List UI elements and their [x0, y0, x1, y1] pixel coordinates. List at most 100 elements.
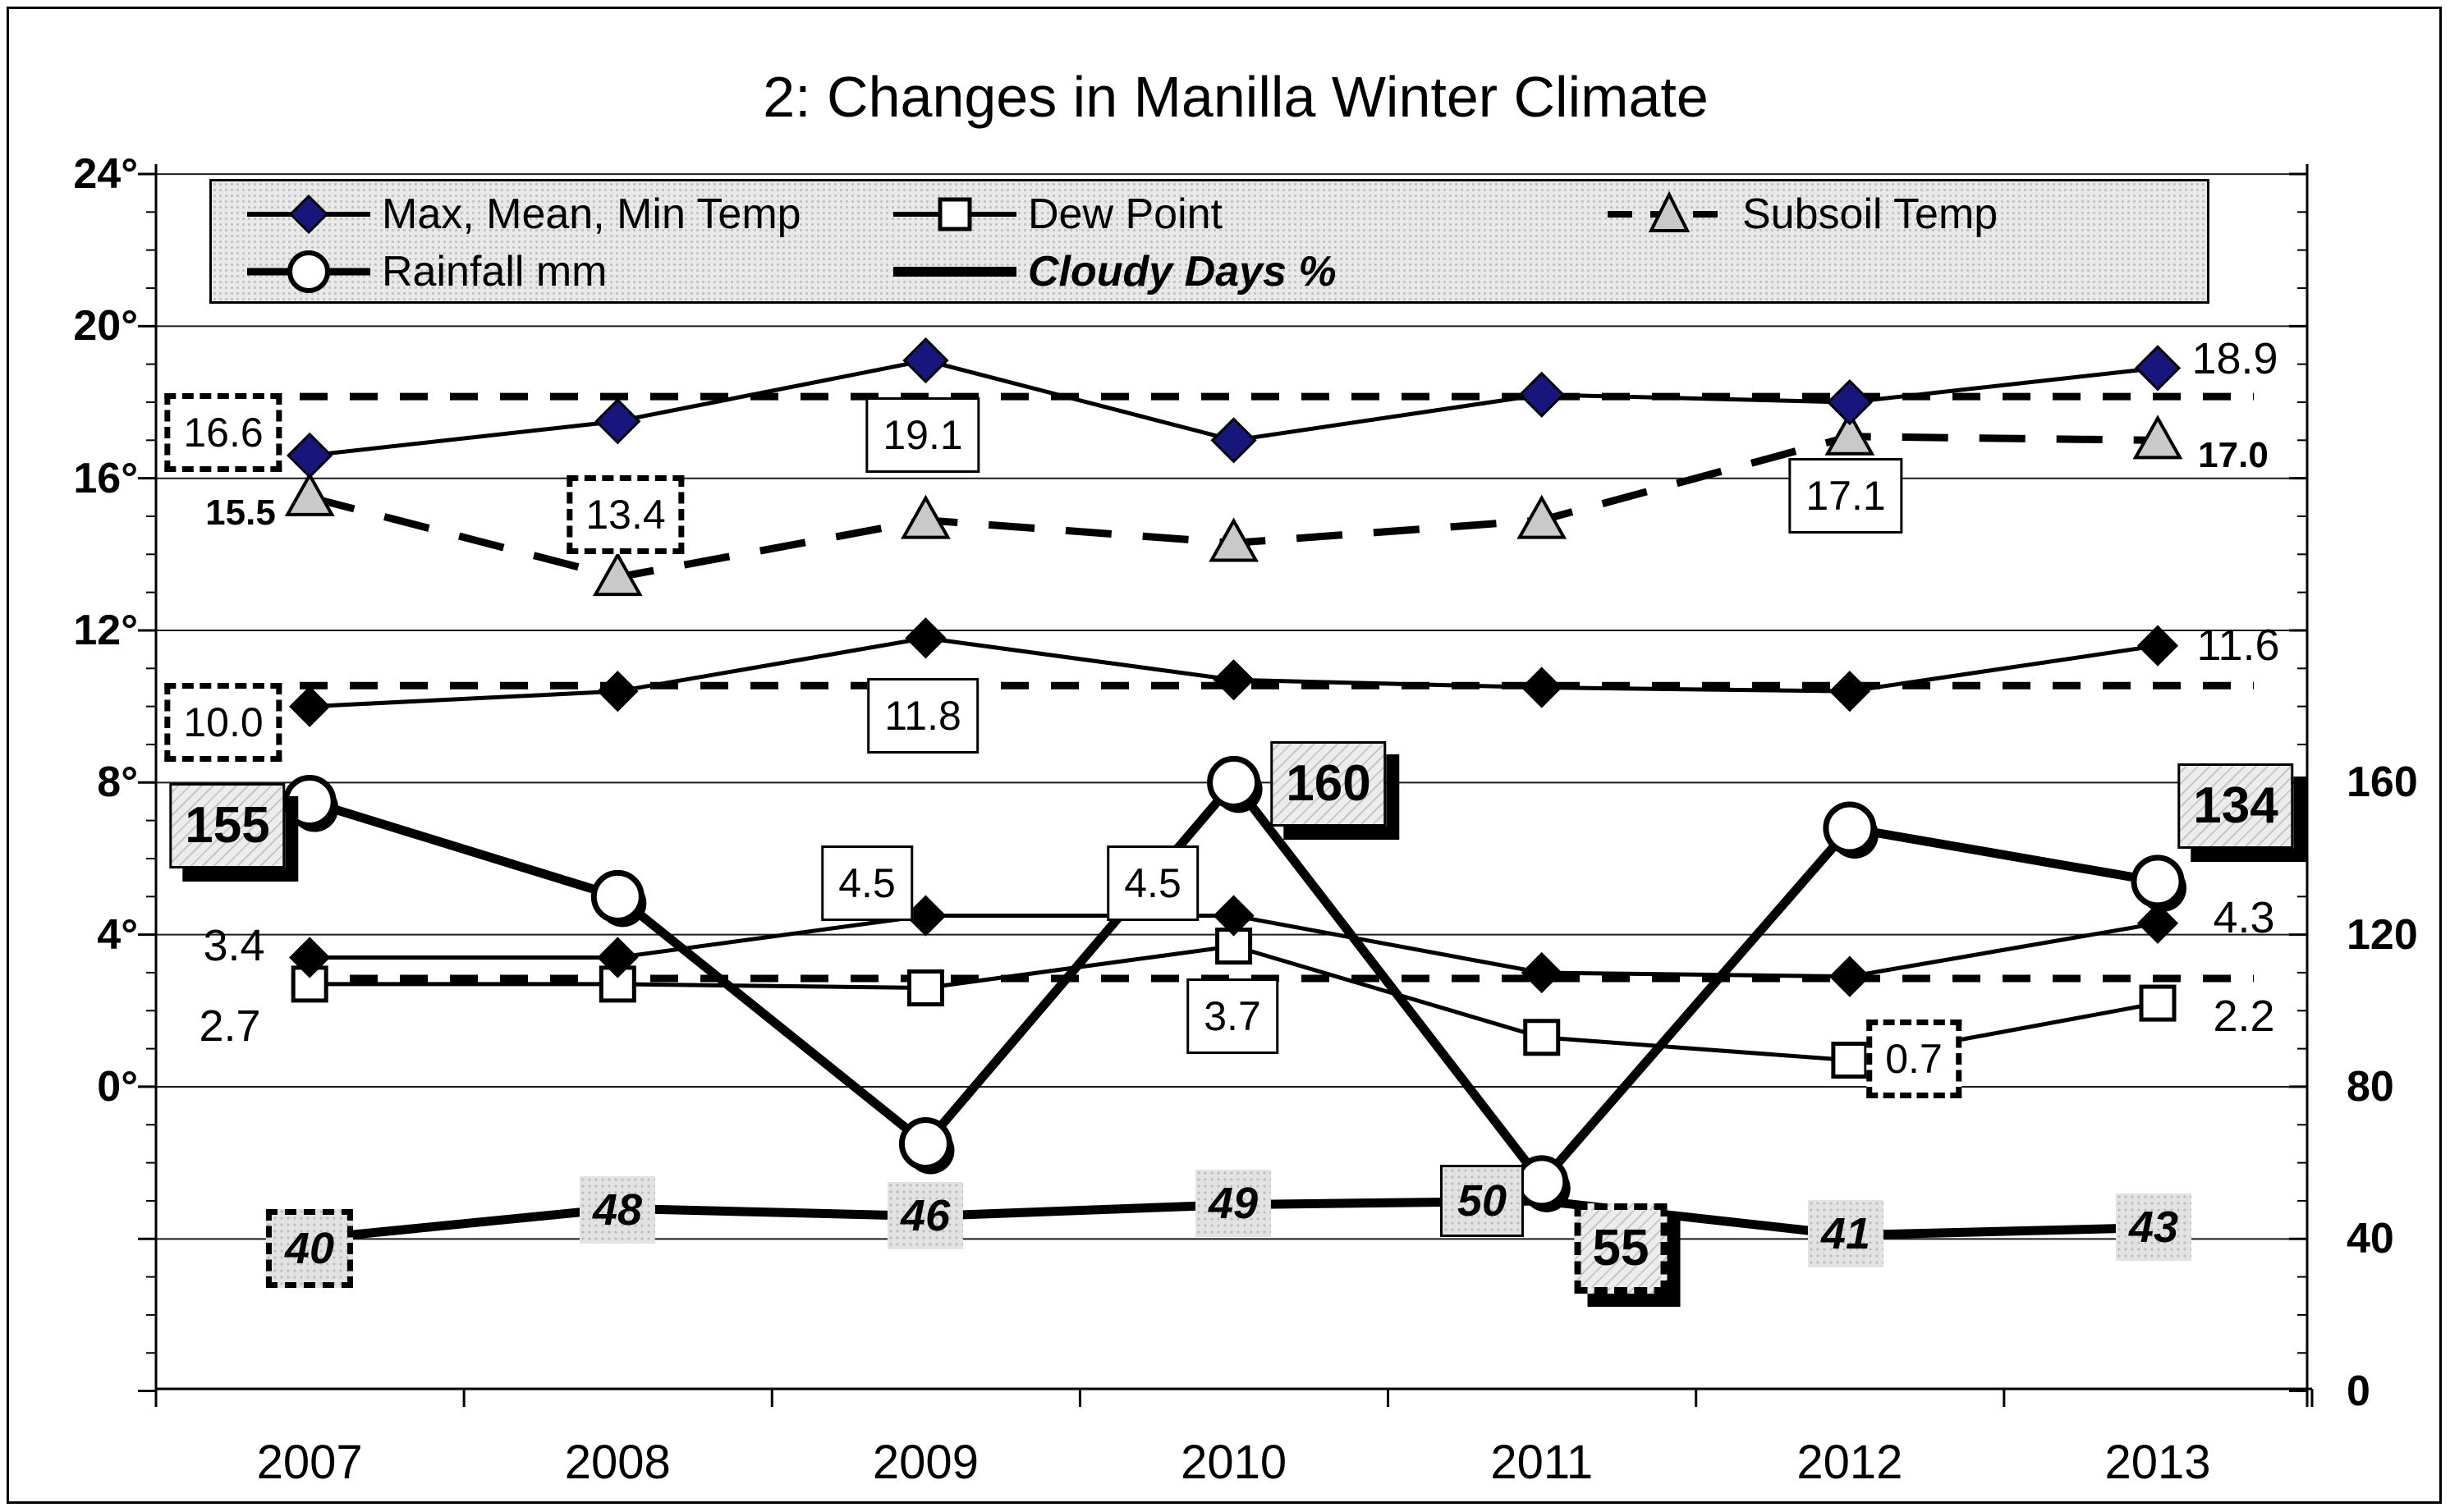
min-temp-marker [289, 937, 331, 978]
right-axis-label: 40 [2347, 1215, 2394, 1263]
point-label-cloudy-days--2007: 40 [265, 1209, 354, 1288]
right-axis-label: 120 [2347, 910, 2418, 959]
rainfall-marker [898, 1116, 952, 1171]
point-label-dew-point-2012: 0.7 [1866, 1019, 1961, 1098]
x-axis-label-2009: 2009 [872, 1436, 979, 1489]
legend-item-label: Dew Point [1028, 190, 1223, 238]
figure-border [7, 7, 2442, 1504]
circle-white-icon [247, 250, 370, 293]
dew-point-marker [1831, 1042, 1869, 1079]
point-label-subsoil-temp-2007: 15.5 [205, 493, 276, 533]
point-label-max-temp-2007: 16.6 [164, 393, 282, 472]
subsoil-marker [901, 494, 951, 539]
rainfall-marker [1515, 1155, 1569, 1209]
max-temp-marker [1210, 417, 1257, 464]
right-axis-label: 0 [2347, 1367, 2370, 1415]
x-axis-label-2010: 2010 [1181, 1436, 1287, 1489]
right-axis-label: 80 [2347, 1063, 2394, 1111]
left-axis-label: 0° [97, 1063, 138, 1111]
legend-item-cloudy-days-: Cloudy Days % [893, 245, 1337, 298]
max-temp-marker [594, 398, 641, 445]
min-temp-marker [905, 895, 947, 937]
point-label-cloudy-days--2010: 49 [1195, 1170, 1272, 1237]
legend-item-rainfall-mm: Rainfall mm [247, 245, 608, 298]
legend-item-label: Rainfall mm [382, 248, 608, 296]
point-label-min-temp-2013: 4.3 [2213, 893, 2275, 942]
point-label-cloudy-days--2008: 48 [579, 1176, 656, 1244]
point-label-min-temp-2007: 3.4 [203, 921, 265, 970]
legend: Max, Mean, Min Temp Dew Point Subsoil Temp… [209, 179, 2209, 304]
point-label-max-temp-2009: 19.1 [865, 397, 980, 473]
dew-point-marker [2139, 984, 2177, 1022]
point-label-cloudy-days--2011: 50 [1439, 1165, 1525, 1237]
subsoil-marker [1516, 494, 1567, 539]
point-label-mean-temp-2009: 11.8 [867, 678, 979, 754]
legend-item-subsoil-temp: Subsoil Temp [1608, 188, 1998, 241]
x-axis-label-2007: 2007 [256, 1436, 363, 1489]
legend-item-label: Subsoil Temp [1742, 190, 1998, 238]
right-axis-label: 160 [2347, 758, 2418, 807]
point-label-min-temp-2009: 4.5 [821, 845, 913, 921]
point-label-cloudy-days--2012: 41 [1807, 1200, 1884, 1267]
rainfall-marker [282, 775, 337, 829]
left-axis-label: 12° [73, 607, 138, 655]
min-temp-marker [1828, 955, 1870, 997]
mean-temp-marker [597, 671, 639, 712]
rainfall-marker [1823, 801, 1877, 855]
point-label-subsoil-temp-2013: 17.0 [2198, 435, 2269, 475]
x-axis-label-2008: 2008 [564, 1436, 671, 1489]
left-axis-label: 16° [73, 454, 138, 502]
legend-item-max-mean-min-temp: Max, Mean, Min Temp [247, 188, 801, 241]
mean-temp-marker [289, 685, 331, 727]
rainfall-marker [1207, 755, 1261, 809]
mean-temp-marker [2136, 625, 2179, 667]
point-label-dew-point-2010: 3.7 [1186, 978, 1278, 1054]
square-white-icon [893, 197, 1016, 231]
point-label-rainfall-mm-2013: 134 [2177, 763, 2294, 849]
left-axis-label: 4° [97, 910, 138, 959]
subsoil-marker [284, 471, 335, 516]
subsoil-marker [2132, 415, 2183, 460]
subsoil-marker [1209, 517, 1259, 562]
point-label-dew-point-2007: 2.7 [199, 1001, 261, 1051]
point-label-max-temp-2013: 18.9 [2191, 334, 2278, 383]
chart-title: 2: Changes in Manilla Winter Climate [763, 65, 1709, 129]
legend-item-label: Cloudy Days % [1028, 248, 1337, 296]
max-temp-marker [287, 432, 333, 479]
point-label-cloudy-days--2009: 46 [887, 1182, 964, 1249]
triangle-gray-icon [1608, 190, 1731, 232]
max-temp-marker [2134, 345, 2182, 392]
min-temp-marker [1213, 895, 1255, 937]
dew-point-marker [1523, 1019, 1561, 1056]
thick-line-icon [893, 267, 1016, 277]
left-axis-label: 20° [73, 302, 138, 351]
point-label-mean-temp-2013: 11.6 [2196, 621, 2280, 670]
point-label-rainfall-mm-2011: 55 [1574, 1203, 1668, 1294]
legend-item-dew-point: Dew Point [893, 188, 1223, 241]
max-temp-marker [1826, 378, 1873, 426]
max-temp-marker [1518, 371, 1565, 418]
max-temp-marker [902, 337, 949, 384]
rainfall-marker [590, 869, 645, 923]
point-label-subsoil-temp-2012: 17.1 [1788, 458, 1903, 534]
point-label-mean-temp-2007: 10.0 [164, 683, 282, 762]
point-label-rainfall-mm-2010: 160 [1270, 741, 1387, 827]
point-label-dew-point-2013: 2.2 [2213, 992, 2275, 1041]
min-temp-marker [2136, 902, 2179, 944]
diamond-navy-icon [247, 194, 370, 235]
point-label-cloudy-days--2013: 43 [2115, 1194, 2192, 1261]
point-label-min-temp-2010: 4.5 [1107, 845, 1199, 921]
point-label-subsoil-temp-2008: 13.4 [567, 475, 685, 554]
subsoil-marker [1824, 410, 1875, 456]
mean-temp-marker [1828, 671, 1870, 712]
point-label-rainfall-mm-2007: 155 [169, 783, 286, 868]
rainfall-marker [2131, 855, 2185, 909]
x-axis-label-2013: 2013 [2104, 1436, 2211, 1489]
min-temp-marker [597, 937, 639, 978]
legend-item-label: Max, Mean, Min Temp [382, 190, 801, 238]
left-axis-label: 24° [73, 150, 138, 199]
dew-point-marker [906, 969, 944, 1007]
mean-temp-marker [1521, 667, 1562, 708]
